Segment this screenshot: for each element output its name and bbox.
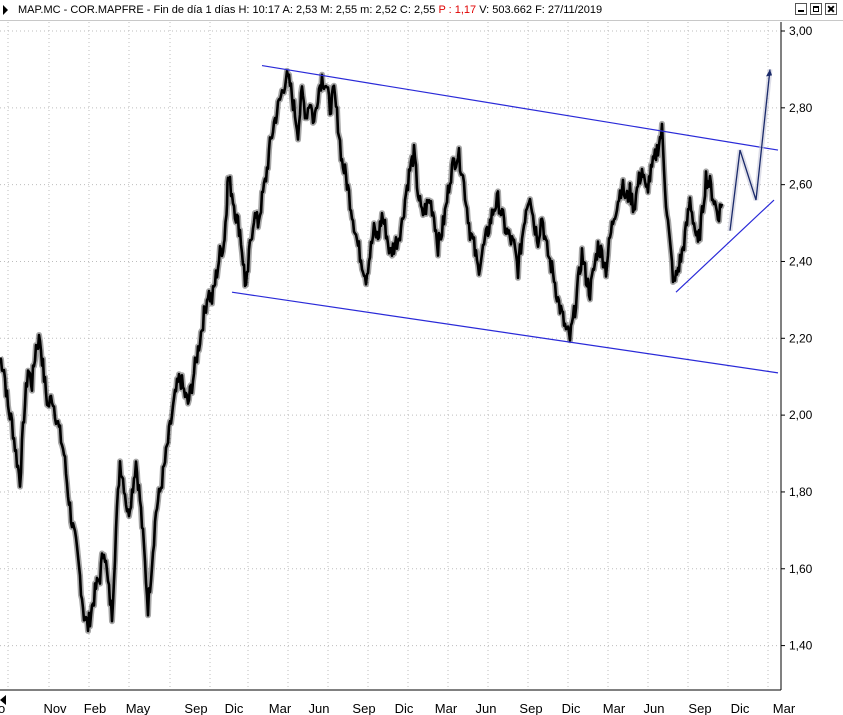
x-tick-label: Sep (184, 701, 207, 715)
x-tick-label: Dic (395, 701, 414, 715)
trendlines (231, 64, 779, 374)
y-tick-label: 2,80 (789, 101, 813, 115)
trendline-lower-channel (231, 291, 779, 374)
title-change: P : 1,17 (438, 4, 477, 16)
y-tick-label: 2,20 (789, 331, 813, 345)
chart-grid (0, 22, 778, 690)
x-tick-label: Mar (269, 701, 292, 715)
projection-shadow (727, 69, 773, 232)
x-tick-label: Jun (476, 701, 497, 715)
arrowhead-icon (766, 69, 772, 77)
y-tick-label: 1,80 (789, 485, 813, 499)
x-tick-label: Mar (773, 701, 796, 715)
x-tick-label: Mar (603, 701, 626, 715)
x-tick-label: Sep (688, 701, 711, 715)
title-quote: MAP.MC - COR.MAPFRE - Fin de día 1 días … (18, 4, 436, 16)
x-tick-label: Jun (644, 701, 665, 715)
trendline-upper-channel (261, 64, 779, 151)
window-titlebar: MAP.MC - COR.MAPFRE - Fin de día 1 días … (0, 0, 843, 21)
x-tick-label: Jun (309, 701, 330, 715)
y-tick-label: 2,60 (789, 178, 813, 192)
x-tick-label: Mar (435, 701, 458, 715)
y-axis: 3,00 2,80 2,60 2,40 2,20 2,00 1,80 1,60 1,40 (780, 22, 813, 690)
price-range-band (0, 67, 725, 634)
x-tick-label: Nov (43, 701, 67, 715)
y-tick-label: 1,60 (789, 562, 813, 576)
x-tick-label: Dic (225, 701, 244, 715)
x-tick-label: go (0, 701, 5, 715)
projection (727, 69, 773, 232)
y-tick-label: 2,40 (789, 254, 813, 268)
x-tick-label: Sep (519, 701, 542, 715)
trendline-support-line (675, 199, 775, 293)
x-tick-label: Dic (562, 701, 581, 715)
y-tick-label: 1,40 (789, 639, 813, 653)
minimize-icon[interactable] (795, 3, 807, 15)
projection-path (729, 69, 771, 231)
x-tick-label: Feb (84, 701, 106, 715)
y-tick-label: 2,00 (789, 408, 813, 422)
scroll-left-icon[interactable] (0, 695, 6, 705)
x-axis: go Nov Feb May Sep Dic Mar Jun Sep Dic Mar Jun Sep Di… (0, 689, 796, 715)
price-series (0, 67, 725, 634)
close-icon[interactable] (825, 3, 837, 15)
price-line (0, 69, 724, 633)
y-tick-label: 3,00 (789, 24, 813, 38)
maximize-icon[interactable] (810, 3, 822, 15)
play-triangle-icon[interactable] (3, 5, 8, 15)
window-title: MAP.MC - COR.MAPFRE - Fin de día 1 días … (18, 4, 602, 16)
x-tick-label: Sep (352, 701, 375, 715)
x-tick-label: Dic (731, 701, 750, 715)
title-volume-date: V: 503.662 F: 27/11/2019 (479, 4, 603, 16)
x-tick-label: May (126, 701, 151, 715)
